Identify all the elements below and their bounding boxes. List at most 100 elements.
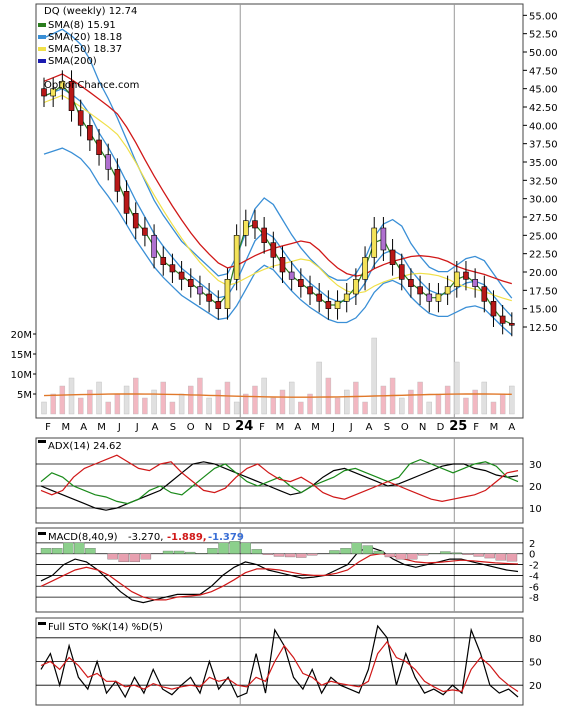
volume-tick-label: 20M	[11, 330, 32, 341]
macd-histogram-bar	[495, 553, 507, 561]
candle-body	[261, 227, 267, 243]
macd-histogram-bar	[51, 548, 63, 554]
volume-bar	[399, 397, 405, 415]
candle-body	[142, 227, 148, 236]
volume-bar	[233, 401, 240, 415]
volume-bar	[353, 381, 359, 415]
volume-bar	[188, 385, 194, 415]
candle-body	[123, 191, 130, 214]
candle-body	[68, 81, 75, 111]
candle-body	[316, 293, 322, 302]
macd-histogram-bar	[506, 553, 518, 562]
macd-histogram-bar	[129, 553, 140, 563]
adx-legend-swatch	[38, 440, 46, 443]
volume-bar	[114, 393, 121, 415]
candle-body	[105, 154, 112, 170]
legend-label-3: SMA(200)	[48, 56, 97, 67]
adx-tick-label: 10	[529, 504, 542, 515]
candle-body	[444, 286, 451, 295]
sma50-red-line	[43, 73, 512, 285]
macd-histogram-bar	[185, 551, 196, 554]
price-tick-label: 40.00	[529, 121, 558, 132]
candle-body	[417, 286, 423, 295]
candle-body	[453, 271, 460, 287]
x-tick-label: A	[152, 422, 159, 433]
volume-bar	[444, 385, 451, 415]
adx-tick-label: 30	[529, 460, 542, 471]
sma8-line	[43, 84, 513, 325]
price-tick-label: 20.00	[529, 268, 558, 279]
candle-body	[380, 227, 387, 251]
candle-body	[298, 279, 304, 287]
candle-body	[353, 279, 359, 295]
x-tick-label: M	[62, 422, 71, 433]
volume-bar	[463, 397, 469, 415]
x-tick-label: J	[331, 422, 335, 433]
volume-average-line	[43, 393, 512, 398]
price-tick-label: 32.50	[529, 176, 558, 187]
macd-title: MACD(8,40,9)	[48, 532, 118, 543]
candle-body	[270, 242, 277, 258]
volume-bar	[206, 397, 212, 415]
x-tick-label: S	[170, 422, 176, 433]
volume-bar	[325, 377, 332, 415]
candle-body	[224, 279, 231, 309]
candle-body	[187, 279, 194, 287]
x-tick-label: 24	[235, 419, 253, 434]
candle-body	[408, 279, 414, 287]
x-tick-label: M	[311, 422, 320, 433]
macd-histogram-bar	[140, 553, 152, 560]
volume-bar	[334, 397, 341, 415]
legend-swatch-2	[38, 47, 46, 51]
price-tick-label: 42.50	[529, 103, 558, 114]
volume-bar	[261, 377, 267, 415]
bollinger-upper-line	[43, 28, 513, 299]
volume-bar	[270, 397, 277, 415]
price-tick-label: 35.00	[529, 158, 558, 169]
sto-d-line	[40, 640, 519, 693]
x-tick-label: J	[135, 422, 139, 433]
x-tick-label: F	[45, 422, 51, 433]
candle-body	[197, 286, 203, 295]
price-tick-label: 45.00	[529, 85, 558, 96]
volume-bar	[509, 385, 515, 415]
volume-bar	[68, 377, 75, 415]
macd-histogram-bar	[63, 542, 74, 554]
volume-bar	[142, 397, 148, 415]
macd-histogram-bar	[462, 553, 473, 555]
adx-adx-line	[40, 461, 519, 511]
candle-body	[252, 220, 258, 229]
candle-body	[325, 301, 332, 309]
candle-body	[41, 88, 47, 97]
volume-bar	[362, 401, 368, 415]
macd-tick-label: 2	[529, 539, 535, 550]
volume-bar	[41, 401, 47, 415]
volume-bar	[279, 389, 286, 415]
candle-body	[398, 264, 405, 280]
macd-histogram-bar	[395, 553, 407, 560]
x-tick-label: S	[384, 422, 390, 433]
candle-body	[426, 293, 433, 302]
volume-bar	[50, 393, 56, 415]
macd-signal-value: -1.889,	[167, 532, 207, 543]
legend-label-0: SMA(8) 15.91	[48, 20, 116, 31]
macd-histogram-bar	[340, 548, 351, 554]
macd-histogram-bar	[196, 553, 207, 554]
macd-histogram-bar	[85, 548, 96, 554]
macd-histogram-bar	[251, 549, 263, 554]
volume-bar	[316, 361, 322, 415]
legend-swatch-1	[38, 35, 46, 39]
macd-histogram-bar	[229, 541, 240, 554]
volume-bar	[252, 385, 258, 415]
sma20-line	[43, 87, 513, 317]
x-tick-label: F	[259, 422, 265, 433]
price-tick-label: 55.00	[529, 11, 558, 22]
volume-bar	[426, 401, 432, 415]
price-tick-label: 47.50	[529, 66, 558, 77]
candle-body	[178, 271, 185, 280]
candle-body	[463, 271, 469, 280]
adx-title: ADX(14) 24.62	[48, 441, 122, 452]
macd-histogram-bar	[284, 553, 296, 558]
sma50-line	[43, 94, 512, 302]
macd-histogram-bar	[362, 545, 373, 554]
